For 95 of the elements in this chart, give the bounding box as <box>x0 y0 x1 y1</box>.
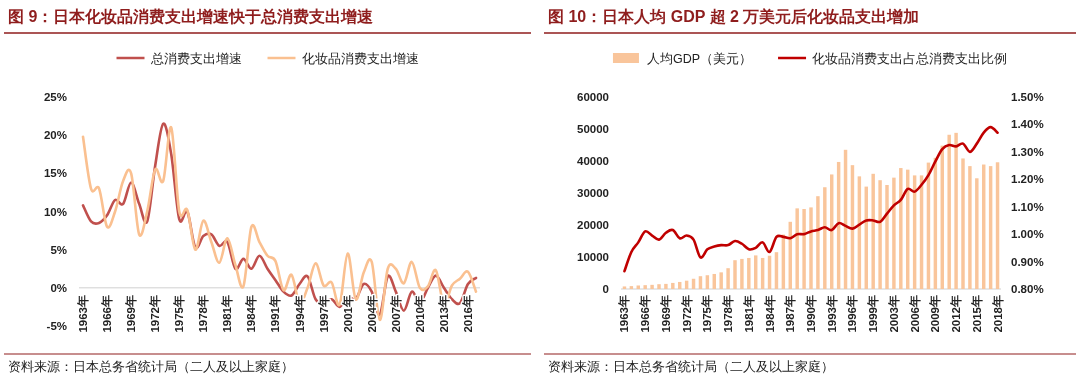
legend-label: 化妆品消费支出占总消费支出比例 <box>812 51 1008 66</box>
bar <box>636 285 640 289</box>
bar <box>816 196 820 289</box>
legend-label: 人均GDP（美元） <box>646 50 753 66</box>
y2-tick-label: 0.80% <box>1011 283 1044 295</box>
y2-tick-label: 1.40% <box>1011 118 1044 131</box>
bar <box>740 258 744 289</box>
bar <box>802 209 806 289</box>
y-tick-label: 30000 <box>577 187 609 199</box>
bar <box>899 168 903 289</box>
x-tick-label: 1987年 <box>783 295 797 333</box>
bar <box>961 158 965 289</box>
y2-tick-label: 1.50% <box>1011 91 1044 103</box>
x-tick-label: 1978年 <box>721 295 735 333</box>
chart-title: 图 10：日本人均 GDP 超 2 万美元后化妆品支出增加 <box>548 7 920 25</box>
bar <box>657 284 661 289</box>
x-tick-label: 1993年 <box>824 295 838 333</box>
y-tick-label: 60000 <box>577 91 609 103</box>
bar <box>650 284 654 289</box>
x-tick-label: 1969年 <box>124 295 138 333</box>
bar <box>719 272 723 289</box>
y-tick-label: 25% <box>43 91 67 103</box>
x-tick-label: 1984年 <box>762 295 776 333</box>
y-tick-label: 5% <box>50 243 67 256</box>
x-tick-label: 2016年 <box>460 295 474 333</box>
x-tick-label: 2010年 <box>412 295 426 333</box>
x-tick-label: 1990年 <box>804 295 817 333</box>
bar <box>733 260 737 289</box>
y-tick-label: 10% <box>43 205 67 218</box>
x-tick-label: 2004年 <box>364 295 378 333</box>
bar <box>892 177 896 289</box>
x-tick-label: 1984年 <box>244 295 258 333</box>
x-tick-label: 1978年 <box>196 295 210 333</box>
y-tick-label: 0 <box>602 283 609 295</box>
x-tick-label: 2018年 <box>990 295 1004 333</box>
x-tick-label: 1975年 <box>700 295 714 333</box>
x-tick-label: 2013年 <box>436 295 450 333</box>
x-tick-label: 1991年 <box>268 295 282 333</box>
bar <box>726 268 730 289</box>
bar <box>947 134 951 289</box>
y2-tick-label: 0.90% <box>1011 255 1044 268</box>
x-tick-label: 1997年 <box>316 295 330 333</box>
y-tick-label: 20% <box>43 129 67 142</box>
x-tick-label: 1981年 <box>741 295 755 333</box>
chart-title: 图 9：日本化妆品消费支出增速快于总消费支出增速 <box>8 8 375 25</box>
bar <box>975 178 979 289</box>
y2-tick-label: 1.30% <box>1011 145 1044 158</box>
x-tick-label: 2003年 <box>886 295 900 333</box>
text: 资料来源：日本总务省统计局（二人及以上家庭） <box>8 359 294 374</box>
bar <box>871 173 875 289</box>
bar <box>795 208 799 289</box>
y-tick-label: 40000 <box>577 155 609 167</box>
legend-label: 总消费支出增速 <box>149 51 242 66</box>
bar <box>664 283 668 289</box>
x-tick-label: 1966年 <box>638 295 652 333</box>
y-tick-label: 20000 <box>577 219 609 231</box>
y-tick-label: -5% <box>46 320 67 332</box>
bar <box>747 257 751 289</box>
bar <box>809 207 813 289</box>
bar <box>878 180 882 289</box>
x-tick-label: 1999年 <box>866 295 880 333</box>
bar <box>954 132 958 289</box>
x-tick-label: 2009年 <box>928 295 942 333</box>
x-tick-label: 1975年 <box>172 295 186 333</box>
x-tick-label: 1969年 <box>658 295 672 333</box>
y-tick-label: 15% <box>43 167 67 180</box>
x-tick-label: 1972年 <box>679 295 693 333</box>
bar <box>629 286 634 289</box>
x-tick-label: 1966年 <box>100 295 114 333</box>
legend-label: 化妆品消费支出增速 <box>301 51 419 66</box>
line-series <box>623 125 999 273</box>
text: 资料来源：日本总务省统计局（二人及以上家庭） <box>548 359 834 374</box>
x-tick-label: 1981年 <box>220 295 234 333</box>
y2-tick-label: 1.20% <box>1011 173 1044 186</box>
x-tick-label: 2006年 <box>907 295 921 333</box>
x-tick-label: 2001年 <box>340 295 354 333</box>
x-tick-label: 1996年 <box>845 295 859 333</box>
x-tick-label: 2015年 <box>969 295 983 333</box>
bar <box>671 282 675 289</box>
y2-tick-label: 1.10% <box>1011 200 1044 213</box>
x-tick-label: 2012年 <box>949 295 963 333</box>
x-tick-label: 2007年 <box>388 295 402 333</box>
x-tick-label: 1994年 <box>292 295 306 333</box>
bar <box>823 187 827 289</box>
bar <box>622 286 627 289</box>
x-tick-label: 1963年 <box>617 295 631 333</box>
bar <box>968 166 972 289</box>
y-tick-label: 10000 <box>577 251 609 263</box>
bar <box>885 185 889 289</box>
x-tick-label: 1972年 <box>148 295 162 333</box>
x-tick-label: 1963年 <box>76 295 90 333</box>
bar <box>643 285 647 289</box>
y-tick-label: 0% <box>50 281 67 294</box>
y2-tick-label: 1.00% <box>1011 228 1044 241</box>
y-tick-label: 50000 <box>577 123 609 135</box>
